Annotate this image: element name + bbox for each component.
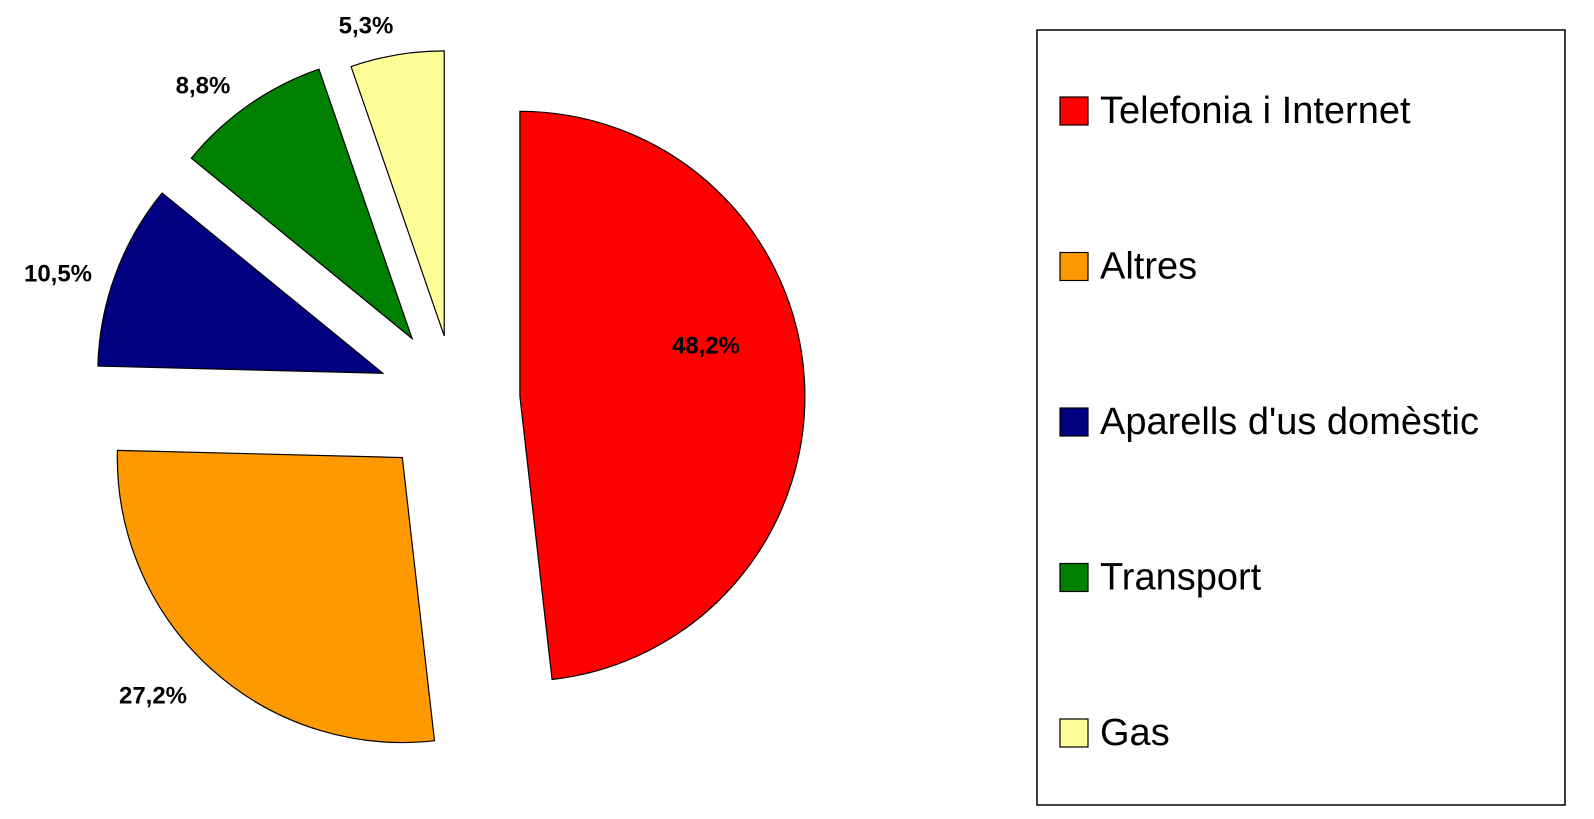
legend-label: Gas [1100,712,1170,754]
data-label: 8,8% [176,72,231,99]
legend-label: Altres [1100,246,1197,288]
pie-slice [116,449,436,744]
pie-slice [519,110,806,681]
legend-label: Aparells d'us domèstic [1100,401,1479,443]
legend-swatch [1059,96,1089,126]
pie-slice [97,192,385,374]
legend-swatch [1059,407,1089,437]
data-label: 5,3% [339,12,394,39]
data-label: 10,5% [24,260,92,287]
legend-swatch [1059,562,1089,593]
legend-label: Transport [1100,557,1262,599]
pie-slice [350,50,445,337]
legend-swatch [1059,251,1089,282]
legend-label: Telefonia i Internet [1100,90,1411,132]
pie-slice [190,68,414,341]
legend-swatch [1059,718,1089,748]
data-label: 27,2% [119,682,187,709]
data-label: 48,2% [672,332,740,359]
legend-box [1036,29,1566,806]
